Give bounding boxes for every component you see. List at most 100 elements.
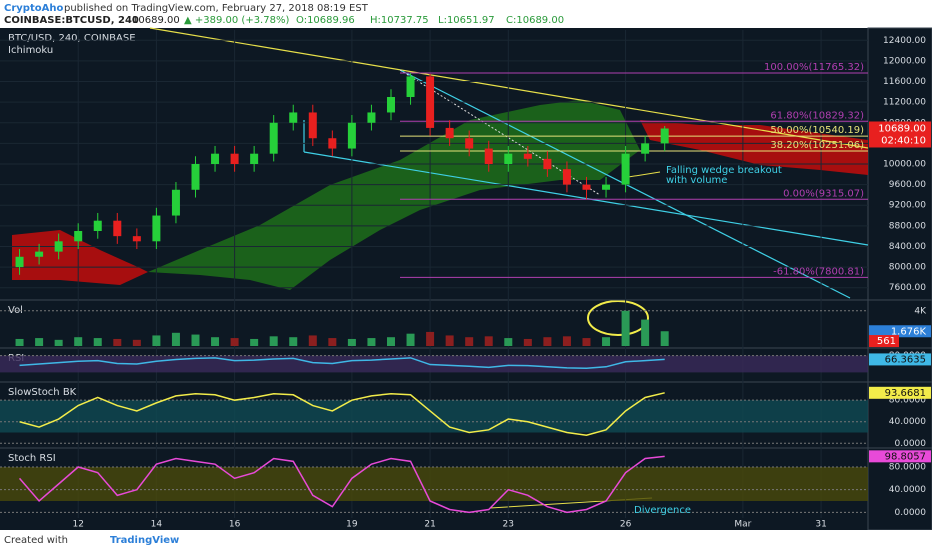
y-tick-label: 9600.00 — [889, 180, 926, 190]
volume-bar — [35, 338, 44, 346]
pane-title: Stoch RSI — [8, 453, 56, 464]
volume-bar — [171, 332, 180, 346]
cloud-red — [12, 230, 148, 285]
volume-bar — [484, 336, 493, 346]
volume-bar — [582, 338, 591, 346]
candle-body — [250, 153, 259, 164]
open: O:10689.96 — [296, 15, 355, 26]
band — [0, 400, 868, 433]
x-tick-label: 19 — [346, 520, 358, 530]
volume-bar — [211, 337, 220, 346]
candle-body — [602, 184, 611, 190]
volume-bar — [465, 337, 474, 346]
volume-bar — [289, 337, 298, 346]
candle-body — [523, 153, 532, 159]
candle-body — [93, 220, 102, 231]
x-tick-label: 21 — [424, 520, 435, 530]
annotation: Falling wedge breakout — [666, 165, 782, 176]
volume-bar — [54, 339, 63, 346]
y-tick-label: 8400.00 — [889, 242, 926, 252]
countdown: 02:40:10 — [881, 135, 926, 146]
indicator-name: Ichimoku — [8, 45, 53, 56]
candle-body — [367, 112, 376, 123]
last-label: 1.676K — [891, 326, 927, 337]
volume-bar — [250, 338, 259, 346]
volume-bar — [74, 337, 83, 346]
y-tick-label: 10000.00 — [883, 160, 926, 170]
candle-body — [426, 76, 435, 128]
chart-bg — [0, 28, 932, 530]
volume-bar — [543, 337, 552, 346]
volume-bar — [523, 338, 532, 346]
volume-bar — [269, 336, 278, 346]
y-tick-label: 0.0000 — [895, 508, 927, 518]
volume-bar — [191, 334, 200, 346]
price-tag — [869, 121, 931, 148]
y-tick-label: 8800.00 — [889, 221, 926, 231]
y-tick-label: 11200.00 — [883, 98, 926, 108]
candle-body — [641, 143, 650, 154]
volume-bar — [132, 339, 141, 346]
publisher[interactable]: CryptoAho — [4, 3, 63, 14]
volume-bar — [621, 310, 630, 346]
candle-body — [230, 153, 239, 164]
cloud-green — [148, 100, 640, 290]
last-tag — [869, 386, 931, 399]
candle-body — [328, 138, 337, 149]
pane-title: SlowStoch BK — [8, 387, 77, 398]
fib-label: 38.20%(10251.06) — [770, 140, 864, 151]
close: C:10689.00 — [506, 15, 564, 26]
indicator-line — [19, 392, 665, 436]
last: 10689.00 — [132, 15, 180, 26]
x-tick-label: 23 — [503, 520, 514, 530]
volume-circle — [587, 300, 649, 336]
pane-title: BTC/USD, 240, COINBASE — [8, 33, 136, 44]
y-tick-label: 40.0000 — [889, 417, 926, 427]
y-tick-label: 12000.00 — [883, 56, 926, 66]
y-tick-label: 80.0000 — [889, 396, 926, 406]
candle-body — [621, 153, 630, 185]
footer-created: Created with — [4, 535, 68, 546]
volume-bar — [504, 338, 513, 346]
header-bg — [0, 0, 932, 28]
candle-body — [191, 164, 200, 190]
ma-tag — [869, 335, 899, 348]
fib-label: 100.00%(11765.32) — [764, 62, 864, 73]
candle-body — [113, 220, 122, 237]
volume-bar — [15, 338, 24, 346]
volume-bar — [93, 338, 102, 346]
volume-bar — [230, 338, 239, 346]
band — [0, 467, 868, 501]
annotation: Divergence — [634, 505, 691, 516]
footer-bg — [0, 530, 932, 550]
y-tick-label: 12400.00 — [883, 36, 926, 46]
footer-brand[interactable]: TradingView — [110, 535, 179, 546]
candle-body — [132, 236, 141, 242]
candle-body — [74, 231, 83, 242]
fib-label: 50.00%(10540.19) — [770, 125, 864, 136]
y-tick-label: 0.0000 — [895, 439, 927, 449]
candle-body — [308, 112, 317, 139]
volume-bar — [347, 338, 356, 346]
candle-body — [386, 97, 395, 113]
volume-bar — [386, 337, 395, 346]
low: L:10651.97 — [438, 15, 495, 26]
fib-label: 0.00%(9315.07) — [783, 188, 864, 199]
last-tag — [869, 353, 931, 366]
x-tick-label: 31 — [815, 520, 826, 530]
candle-body — [347, 122, 356, 149]
last-label: 93.6681 — [885, 388, 926, 399]
candle-body — [152, 215, 161, 242]
volume-bar — [660, 331, 669, 346]
indicator-line — [18, 455, 665, 514]
candle-body — [171, 189, 180, 216]
volume-bar — [641, 319, 650, 346]
candle-body — [15, 256, 24, 268]
volume-bar — [328, 338, 337, 346]
trend-line — [149, 27, 869, 149]
indicator-line — [19, 357, 665, 369]
volume-bar — [152, 335, 161, 346]
y-tick-label: 40.0000 — [889, 485, 926, 495]
change: ▲ +389.00 (+3.78%) — [184, 15, 289, 26]
